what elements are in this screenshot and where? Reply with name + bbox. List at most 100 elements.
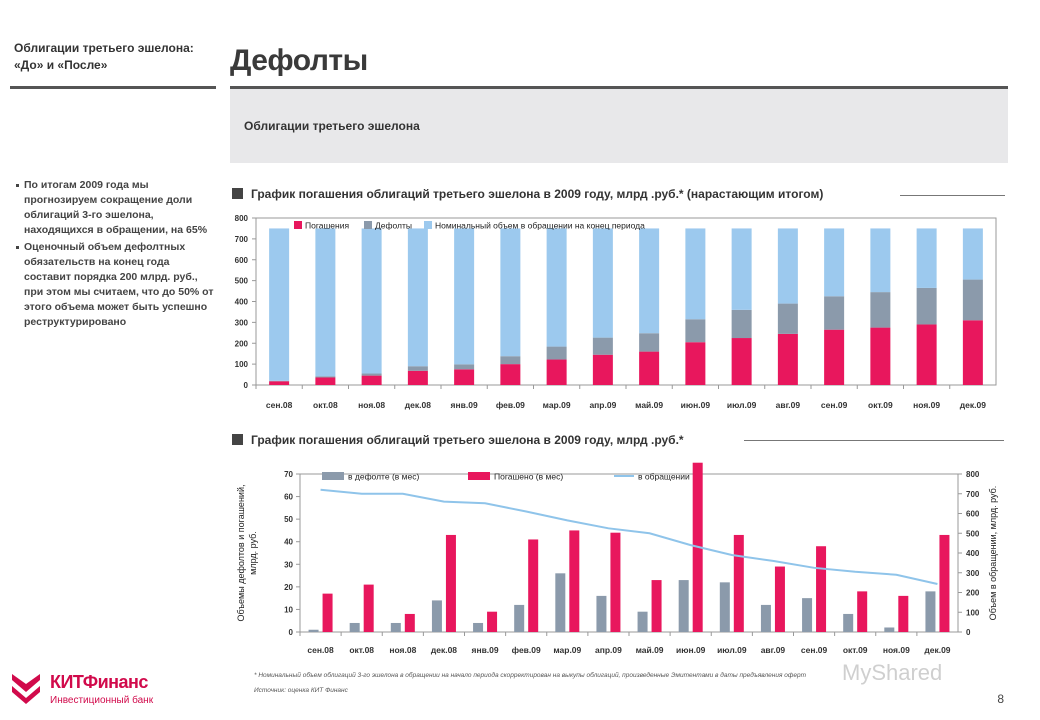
bar-defolty xyxy=(315,376,336,378)
bar-pogasheno xyxy=(322,593,333,632)
bar-defolty xyxy=(407,366,428,371)
y-axis-label-line: млрд. руб. xyxy=(248,531,258,575)
header-band: Облигации третьего эшелона xyxy=(230,86,1008,163)
bar-obrashchenie xyxy=(361,228,382,374)
line-v-obrashchenii xyxy=(320,488,938,585)
x-tick-label: дек.09 xyxy=(924,645,950,655)
bar-v-defolte xyxy=(308,629,319,632)
bar-pogasheno xyxy=(898,595,909,632)
legend-swatch xyxy=(468,472,490,480)
bar-pogasheniya xyxy=(454,369,475,385)
legend-label: Погашения xyxy=(305,221,349,231)
y-tick-label: 800 xyxy=(235,214,249,223)
bar-defolty xyxy=(546,346,567,360)
bar-pogasheniya xyxy=(592,354,613,385)
x-tick-label: май.09 xyxy=(635,400,663,410)
bar-pogasheno xyxy=(569,530,580,632)
y-tick-label: 400 xyxy=(235,298,249,307)
y-tick-label: 200 xyxy=(235,339,249,348)
y2-tick-label: 500 xyxy=(966,529,980,538)
chart2-heading-rule xyxy=(744,440,1004,441)
logo-emblem-icon xyxy=(12,674,40,704)
x-tick-label: окт.09 xyxy=(843,645,868,655)
bar-defolty xyxy=(454,364,475,370)
bar-pogasheno xyxy=(939,534,950,632)
bar-v-defolte xyxy=(719,582,730,632)
x-tick-label: окт.09 xyxy=(868,400,893,410)
bar-pogasheniya xyxy=(546,359,567,385)
bar-pogasheno xyxy=(610,532,621,632)
x-tick-label: ноя.08 xyxy=(358,400,385,410)
chart2-monthly: 0102030405060700100200300400500600700800… xyxy=(236,462,998,655)
x-tick-label: июн.09 xyxy=(676,645,706,655)
bar-pogasheno xyxy=(857,591,868,632)
y2-tick-label: 800 xyxy=(966,470,980,479)
bar-v-defolte xyxy=(678,580,689,632)
y-tick-label: 70 xyxy=(284,470,293,479)
section-marker-icon xyxy=(232,188,243,199)
bar-v-defolte xyxy=(843,613,854,632)
bar-obrashchenie xyxy=(639,228,660,334)
bar-v-defolte xyxy=(596,595,607,632)
watermark: MyShared xyxy=(842,660,943,685)
bar-obrashchenie xyxy=(546,228,567,347)
bar-v-defolte xyxy=(431,600,442,632)
legend-label: в обращении xyxy=(638,472,690,482)
bar-defolty xyxy=(592,337,613,355)
chart1-heading-text: График погашения облигаций третьего эшел… xyxy=(251,187,824,201)
x-tick-label: авг.09 xyxy=(776,400,801,410)
y-tick-label: 0 xyxy=(289,628,294,637)
legend-label: в дефолте (в мес) xyxy=(348,472,419,482)
x-tick-label: июн.09 xyxy=(681,400,711,410)
y2-axis-label: Объем в обращении, млрд. руб. xyxy=(988,486,998,621)
x-tick-label: янв.09 xyxy=(451,400,478,410)
y-tick-label: 300 xyxy=(235,318,249,327)
bar-defolty xyxy=(870,292,891,328)
bar-obrashchenie xyxy=(315,228,336,377)
bar-pogasheniya xyxy=(407,370,428,385)
x-tick-label: янв.09 xyxy=(471,645,498,655)
bar-v-defolte xyxy=(637,611,648,632)
x-tick-label: апр.09 xyxy=(589,400,616,410)
chart1-heading: График погашения облигаций третьего эшел… xyxy=(232,187,823,201)
logo-subtitle: Инвестиционный банк xyxy=(50,695,154,706)
legend-swatch xyxy=(294,221,302,229)
bar-defolty xyxy=(916,287,937,325)
x-tick-label: апр.09 xyxy=(595,645,622,655)
bar-obrashchenie xyxy=(824,228,845,297)
bar-defolty xyxy=(962,279,983,321)
bar-pogasheniya xyxy=(870,327,891,385)
bar-pogasheno xyxy=(445,534,456,632)
y-tick-label: 60 xyxy=(284,493,293,502)
bar-v-defolte xyxy=(349,622,360,632)
legend-label: Погашено (в мес) xyxy=(494,472,563,482)
y-tick-label: 700 xyxy=(235,235,249,244)
bar-pogasheno xyxy=(487,611,498,632)
bar-pogasheno xyxy=(733,534,744,632)
x-tick-label: сен.09 xyxy=(821,400,848,410)
y2-tick-label: 400 xyxy=(966,549,980,558)
bullet-item: Оценочный объем дефолтных обязательств н… xyxy=(16,240,216,330)
chart2-heading-text: График погашения облигаций третьего эшел… xyxy=(251,433,684,447)
x-tick-label: авг.09 xyxy=(761,645,786,655)
bar-pogasheniya xyxy=(777,333,798,385)
bar-v-defolte xyxy=(473,622,484,632)
legend-label: Номинальный объем в обращении на конец п… xyxy=(435,221,645,231)
bar-defolty xyxy=(361,373,382,376)
x-tick-label: дек.08 xyxy=(405,400,431,410)
bar-pogasheno xyxy=(651,580,662,632)
sidebar-bullets: По итогам 2009 года мы прогнозируем сокр… xyxy=(16,178,216,332)
bar-defolty xyxy=(824,296,845,330)
page-number: 8 xyxy=(997,692,1004,706)
bar-pogasheniya xyxy=(962,320,983,385)
x-tick-label: сен.08 xyxy=(266,400,293,410)
bar-pogasheniya xyxy=(639,351,660,385)
x-tick-label: фев.09 xyxy=(496,400,525,410)
x-tick-label: окт.08 xyxy=(313,400,338,410)
bar-defolty xyxy=(777,303,798,334)
x-tick-label: май.09 xyxy=(636,645,664,655)
y2-tick-label: 200 xyxy=(966,589,980,598)
bullet-item: По итогам 2009 года мы прогнозируем сокр… xyxy=(16,178,216,238)
bar-v-defolte xyxy=(884,627,895,632)
y-tick-label: 600 xyxy=(235,256,249,265)
